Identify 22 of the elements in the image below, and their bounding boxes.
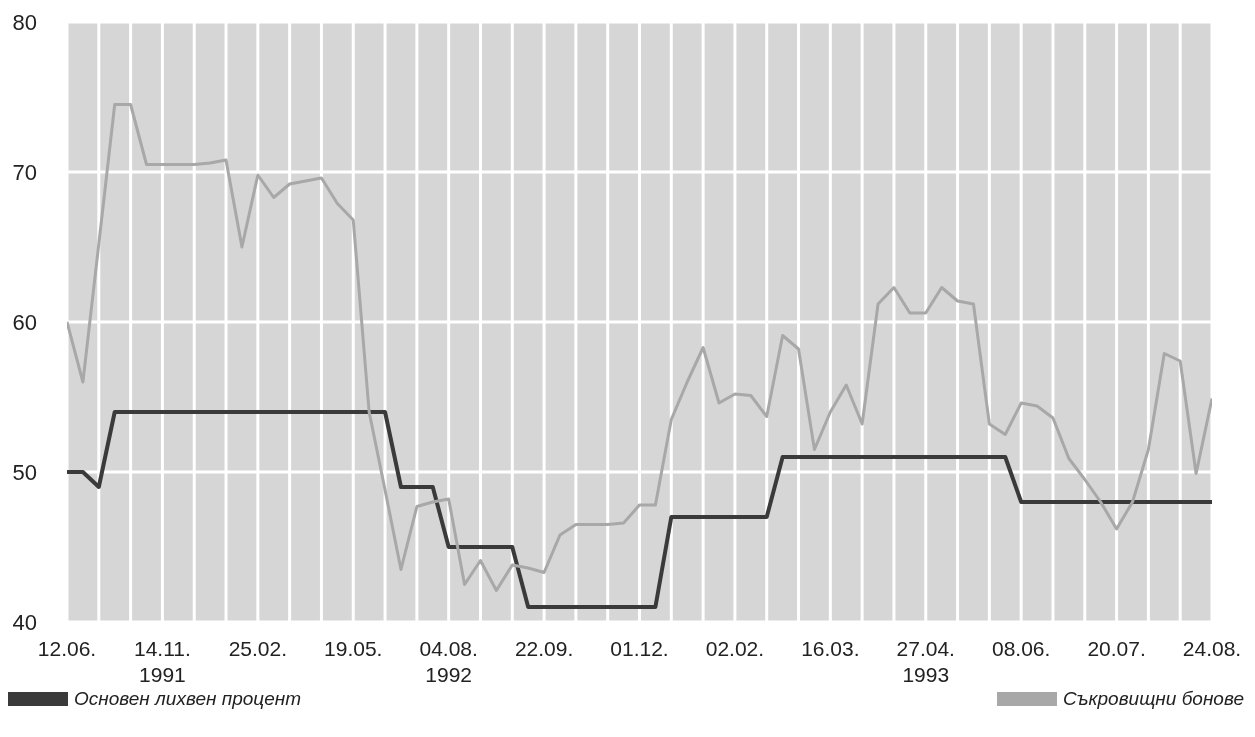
- x-tick-label: 02.02.: [705, 637, 765, 660]
- y-tick-label: 70: [12, 159, 37, 185]
- x-tick-label: 25.02.: [228, 637, 288, 660]
- x-tick-label: 16.03.: [801, 637, 860, 660]
- x-tick-label: 04.08. 1992: [419, 637, 478, 686]
- legend-label: Съкровищни бонове: [1063, 688, 1244, 710]
- x-tick-label: 22.09.: [514, 637, 574, 660]
- x-tick-label: 20.07.: [1087, 637, 1146, 660]
- x-tick-label: 27.04. 1993: [896, 637, 955, 686]
- y-tick-label: 40: [12, 609, 37, 635]
- y-tick-label: 60: [12, 309, 37, 335]
- x-tick-label: 12.06.: [37, 637, 97, 660]
- y-tick-label: 50: [12, 459, 37, 485]
- legend-label: Основен лихвен процент: [74, 688, 301, 710]
- line-series: [67, 410, 1212, 609]
- x-tick-label: 19.05.: [324, 637, 383, 660]
- x-tick-label: 08.06.: [991, 637, 1051, 660]
- x-tick-label: 14.11. 1991: [134, 637, 191, 686]
- x-tick-label: 24.08.: [1182, 637, 1242, 660]
- x-tick-label: 01.12.: [610, 637, 669, 660]
- y-tick-label: 80: [12, 9, 37, 35]
- line-series: [67, 103, 1212, 592]
